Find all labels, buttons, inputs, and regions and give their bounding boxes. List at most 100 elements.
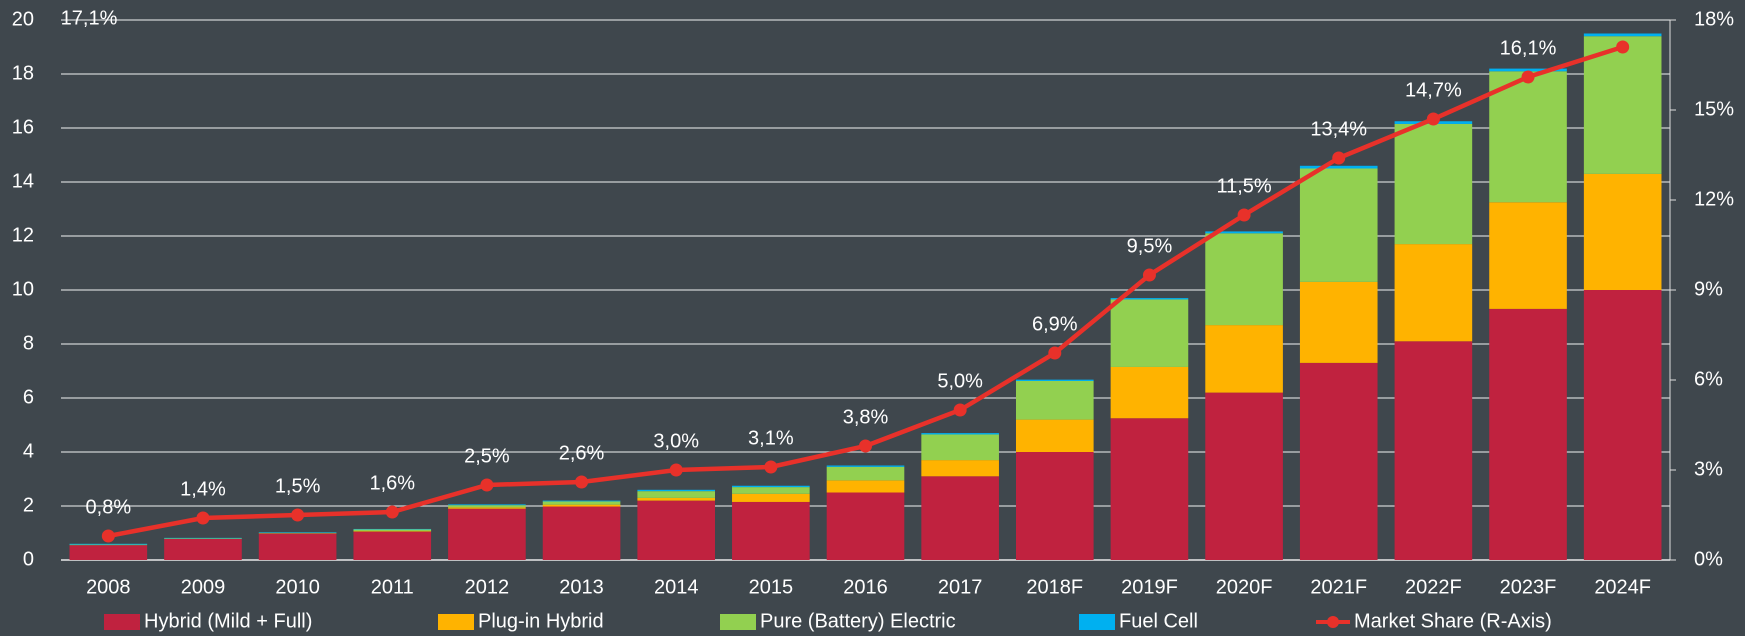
legend-label: Fuel Cell — [1119, 610, 1198, 632]
line-point — [480, 479, 493, 492]
data-label: 13,4% — [1310, 118, 1367, 140]
line-point — [859, 440, 872, 453]
y-tick-label: 8 — [23, 332, 34, 354]
bar-segment — [732, 494, 810, 502]
y-tick-label: 6 — [23, 386, 34, 408]
x-tick-label: 2024F — [1594, 576, 1651, 598]
line-point — [670, 464, 683, 477]
bar-segment — [259, 534, 337, 560]
data-label: 3,8% — [843, 406, 889, 428]
bar-segment — [827, 466, 905, 467]
x-tick-label: 2023F — [1500, 576, 1557, 598]
bar-segment — [353, 529, 431, 530]
bar-segment — [827, 467, 905, 481]
y-tick-label: 18 — [12, 62, 34, 84]
line-point — [1522, 71, 1535, 84]
y-tick-label: 4 — [23, 440, 34, 462]
bar-segment — [921, 434, 999, 460]
bar-segment — [70, 544, 148, 545]
data-label: 1,6% — [369, 472, 415, 494]
legend-label: Pure (Battery) Electric — [760, 610, 956, 632]
line-point — [954, 404, 967, 417]
data-label: 3,1% — [748, 427, 794, 449]
bar-segment — [921, 433, 999, 434]
bar-segment — [1300, 166, 1378, 169]
bar-segment — [637, 498, 715, 501]
y2-tick-label: 3% — [1694, 458, 1723, 480]
bar-segment — [732, 502, 810, 560]
bar-segment — [543, 505, 621, 507]
y-tick-label: 12 — [12, 224, 34, 246]
line-point — [1616, 41, 1629, 54]
bar-segment — [448, 509, 526, 560]
chart: 024681012141618200%3%6%9%12%15%18%200820… — [0, 0, 1745, 636]
x-tick-label: 2019F — [1121, 576, 1178, 598]
bar-segment — [448, 507, 526, 508]
bar-segment — [259, 533, 337, 534]
bar-segment — [1111, 299, 1189, 367]
x-tick-label: 2016 — [843, 576, 888, 598]
bar-segment — [164, 539, 242, 560]
y2-tick-label: 0% — [1694, 548, 1723, 570]
bar-segment — [921, 476, 999, 560]
line-point — [1332, 152, 1345, 165]
line-point — [1048, 347, 1061, 360]
data-label: 1,4% — [180, 478, 226, 500]
bar-segment — [1300, 282, 1378, 363]
x-tick-label: 2008 — [86, 576, 131, 598]
x-tick-label: 2009 — [181, 576, 226, 598]
data-label: 9,5% — [1127, 235, 1173, 257]
line-point — [1143, 269, 1156, 282]
line-point — [575, 476, 588, 489]
legend-swatch — [720, 614, 756, 630]
legend-label: Hybrid (Mild + Full) — [144, 610, 312, 632]
bar-segment — [70, 545, 148, 546]
y2-tick-label: 6% — [1694, 368, 1723, 390]
data-label: 6,9% — [1032, 313, 1078, 335]
line-point — [1238, 209, 1251, 222]
bar-segment — [543, 501, 621, 504]
bar-segment — [353, 529, 431, 531]
y2-tick-label: 12% — [1694, 188, 1734, 210]
y-tick-label: 16 — [12, 116, 34, 138]
legend-swatch — [104, 614, 140, 630]
bar-segment — [543, 507, 621, 560]
bar-segment — [1300, 363, 1378, 560]
data-label: 5,0% — [937, 370, 983, 392]
bar-segment — [70, 545, 148, 560]
data-label: 16,1% — [1500, 37, 1557, 59]
data-label: 17,1% — [61, 7, 118, 29]
bar-segment — [827, 480, 905, 492]
line-point — [764, 461, 777, 474]
bar-segment — [543, 501, 621, 502]
x-tick-label: 2018F — [1026, 576, 1083, 598]
bar-segment — [1395, 341, 1473, 560]
x-tick-label: 2015 — [749, 576, 794, 598]
legend-swatch — [1079, 614, 1115, 630]
bar-segment — [164, 538, 242, 539]
bar-segment — [827, 493, 905, 561]
data-label: 1,5% — [275, 475, 321, 497]
y2-tick-label: 15% — [1694, 98, 1734, 120]
bar-segment — [164, 538, 242, 539]
bar-segment — [1584, 34, 1662, 37]
bar-segment — [1584, 174, 1662, 290]
data-label: 11,5% — [1216, 175, 1271, 197]
y-tick-label: 10 — [12, 278, 34, 300]
legend-label: Plug-in Hybrid — [478, 610, 604, 632]
bar-segment — [732, 486, 810, 487]
bar-segment — [637, 501, 715, 560]
x-tick-label: 2020F — [1216, 576, 1273, 598]
bar-segment — [1300, 169, 1378, 282]
bar-segment — [1489, 202, 1567, 309]
bar-segment — [1395, 244, 1473, 341]
x-tick-label: 2012 — [465, 576, 510, 598]
bar-segment — [1111, 418, 1189, 560]
bar-segment — [1016, 381, 1094, 420]
y-tick-label: 14 — [12, 170, 34, 192]
x-tick-label: 2010 — [275, 576, 320, 598]
x-tick-label: 2022F — [1405, 576, 1462, 598]
legend-label: Market Share (R-Axis) — [1354, 610, 1552, 632]
bar-segment — [637, 491, 715, 498]
x-tick-label: 2014 — [654, 576, 699, 598]
